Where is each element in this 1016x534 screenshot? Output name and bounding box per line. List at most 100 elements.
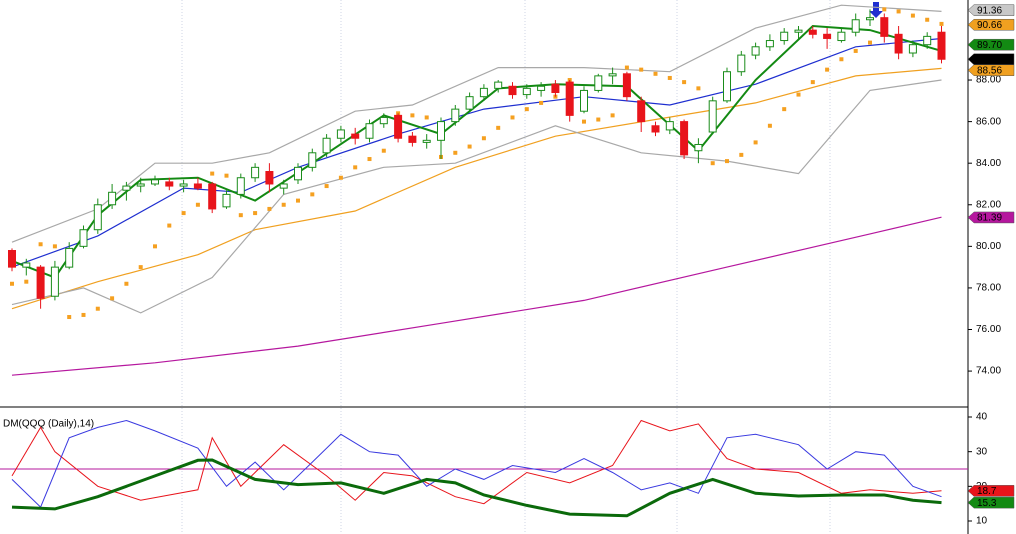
- sar-dot: [81, 312, 86, 317]
- y-tick-label: 10: [976, 516, 988, 527]
- sar-dot: [10, 281, 14, 286]
- indicator-line: [11, 216, 942, 376]
- candle-body: [265, 171, 274, 185]
- sar-dot: [539, 100, 544, 105]
- candle-body: [765, 40, 774, 48]
- candle-body: [165, 181, 174, 187]
- candle-body: [351, 133, 360, 139]
- candle-body: [236, 177, 245, 195]
- candle-body: [837, 31, 846, 42]
- candle-body: [551, 83, 560, 94]
- sar-dot: [67, 315, 72, 320]
- candle-body: [851, 19, 860, 33]
- sar-dot: [853, 48, 858, 53]
- sar-dot: [138, 265, 143, 270]
- sar-dot: [367, 157, 372, 162]
- price-tag: [967, 485, 1015, 497]
- candle-body: [494, 81, 503, 89]
- sar-dot: [181, 211, 186, 216]
- y-tick-label: 30: [976, 446, 988, 457]
- candle-body: [193, 183, 202, 189]
- sar-dot: [939, 21, 944, 26]
- candle-body: [136, 183, 145, 187]
- indicator-line: [11, 67, 942, 310]
- y-tick-label: 40: [976, 412, 988, 423]
- panel-title: DM(QQQ (Daily),14): [3, 419, 94, 430]
- candle-body: [751, 46, 760, 56]
- sar-dot: [481, 136, 486, 141]
- sar-dot: [496, 125, 501, 130]
- candle-body: [479, 87, 488, 98]
- candle-body: [22, 262, 31, 268]
- sar-dot: [296, 198, 300, 203]
- sar-dot: [467, 144, 472, 149]
- price-tag-label: 89.00: [977, 54, 1002, 65]
- sar-dot: [725, 159, 729, 164]
- candle-body: [50, 266, 59, 297]
- sar-dot: [610, 113, 615, 118]
- y-tick-label: 80.00: [976, 241, 1001, 252]
- candle-body: [93, 204, 102, 231]
- sar-dot: [868, 40, 872, 45]
- sar-dot: [52, 244, 57, 249]
- y-tick-label: 78.00: [976, 283, 1001, 294]
- candle-body: [8, 250, 16, 268]
- candle-body: [923, 35, 932, 46]
- sar-dot: [453, 150, 458, 155]
- price-tag: [967, 211, 1015, 224]
- price-tag-label: 91.36: [977, 5, 1002, 16]
- candle-body: [594, 75, 603, 91]
- sar-dot: [682, 80, 687, 85]
- candle-body: [608, 73, 617, 77]
- candle-body: [808, 29, 817, 35]
- dm-line: [11, 458, 942, 518]
- price-tag-label: 88.56: [977, 65, 1002, 76]
- candle-body: [637, 100, 646, 123]
- sar-dot: [925, 17, 930, 22]
- candle-body: [379, 116, 388, 125]
- price-tag-label: 15.3: [977, 498, 997, 509]
- sar-dot: [739, 152, 744, 157]
- sar-dot: [710, 161, 715, 166]
- y-tick-label: 82.00: [976, 199, 1001, 210]
- candle-body: [794, 29, 803, 33]
- sar-dot: [696, 86, 701, 91]
- price-tag-label: 18.7: [977, 486, 997, 497]
- price-tag: [967, 18, 1015, 31]
- candle-body: [279, 183, 288, 189]
- sar-dot: [910, 13, 915, 18]
- sar-dot: [238, 213, 243, 218]
- sar-dot: [767, 123, 772, 128]
- candle-body: [465, 96, 474, 110]
- candle-body: [108, 191, 117, 206]
- sar-dot: [639, 67, 644, 72]
- sar-dot: [24, 279, 29, 284]
- candle-body: [437, 121, 445, 141]
- candle-body: [294, 166, 302, 181]
- candle-body: [451, 108, 460, 123]
- y-tick-label: 84.00: [976, 158, 1001, 169]
- price-tag: [967, 4, 1015, 16]
- candle-body: [651, 125, 660, 133]
- sar-dot: [338, 175, 343, 180]
- candle-body: [79, 229, 88, 247]
- candle-body: [866, 17, 874, 21]
- sar-dot: [410, 113, 415, 118]
- sar-dot: [667, 75, 672, 80]
- vertical-grid: [181, 0, 831, 534]
- candle-body: [65, 247, 74, 268]
- candle-body: [880, 17, 889, 37]
- sar-dot: [796, 92, 801, 97]
- candle-body: [365, 123, 374, 139]
- sar-dot: [153, 244, 157, 249]
- sar-dot: [110, 296, 115, 301]
- candle-body: [122, 185, 131, 191]
- indicator-line: [11, 79, 942, 314]
- indicator-line: [11, 4, 942, 243]
- candle-body: [336, 129, 345, 139]
- candle-body: [908, 44, 917, 54]
- sar-dot: [882, 7, 887, 12]
- candle-body: [580, 89, 588, 112]
- candle-body: [422, 139, 431, 143]
